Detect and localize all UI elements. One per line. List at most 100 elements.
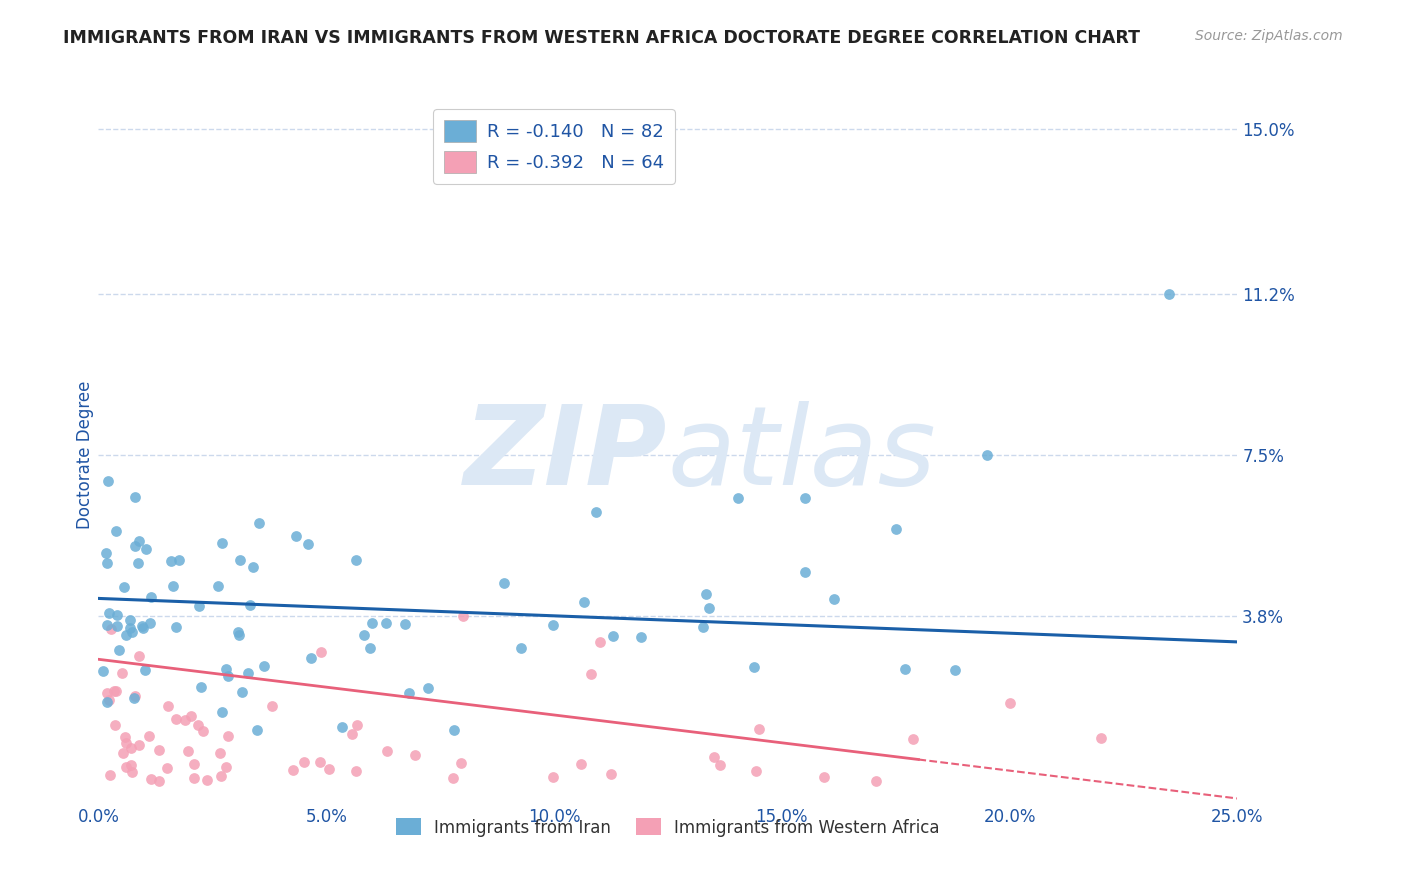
- Point: [238, 665, 260, 680]
- Point: [96, 556, 118, 570]
- Point: [115, 759, 138, 773]
- Point: [135, 542, 157, 557]
- Point: [813, 770, 835, 784]
- Point: [96, 617, 118, 632]
- Point: [124, 691, 146, 706]
- Text: ZIP: ZIP: [464, 401, 668, 508]
- Point: [91, 665, 114, 679]
- Point: [167, 553, 190, 567]
- Point: [209, 746, 232, 760]
- Point: [97, 693, 120, 707]
- Point: [96, 686, 118, 700]
- Point: [543, 770, 565, 784]
- Point: [100, 622, 122, 636]
- Point: [131, 618, 153, 632]
- Point: [318, 762, 340, 776]
- Point: [139, 615, 162, 630]
- Point: [115, 736, 138, 750]
- Point: [211, 535, 233, 549]
- Point: [104, 684, 127, 698]
- Point: [242, 560, 264, 574]
- Point: [124, 689, 146, 703]
- Point: [121, 765, 143, 780]
- Point: [375, 616, 398, 631]
- Point: [600, 767, 623, 781]
- Point: [297, 537, 319, 551]
- Point: [120, 758, 142, 772]
- Point: [492, 575, 515, 590]
- Point: [246, 723, 269, 738]
- Point: [128, 738, 150, 752]
- Point: [207, 579, 229, 593]
- Point: [602, 629, 624, 643]
- Point: [108, 643, 131, 657]
- Point: [217, 669, 239, 683]
- Text: Source: ZipAtlas.com: Source: ZipAtlas.com: [1195, 29, 1343, 44]
- Point: [793, 491, 815, 506]
- Point: [794, 565, 817, 579]
- Point: [579, 666, 602, 681]
- Legend: Immigrants from Iran, Immigrants from Western Africa: Immigrants from Iran, Immigrants from We…: [389, 812, 946, 843]
- Point: [709, 757, 731, 772]
- Point: [165, 712, 187, 726]
- Point: [394, 617, 416, 632]
- Point: [98, 767, 121, 781]
- Point: [943, 663, 966, 677]
- Point: [299, 651, 322, 665]
- Point: [134, 664, 156, 678]
- Point: [894, 662, 917, 676]
- Point: [247, 516, 270, 530]
- Point: [124, 539, 146, 553]
- Point: [330, 720, 353, 734]
- Point: [585, 505, 607, 519]
- Point: [1157, 287, 1180, 301]
- Point: [148, 743, 170, 757]
- Point: [353, 628, 375, 642]
- Point: [901, 732, 924, 747]
- Point: [96, 545, 118, 559]
- Point: [112, 580, 135, 594]
- Point: [104, 718, 127, 732]
- Point: [281, 763, 304, 777]
- Point: [441, 771, 464, 785]
- Point: [361, 616, 384, 631]
- Point: [375, 744, 398, 758]
- Point: [187, 717, 209, 731]
- Point: [104, 524, 127, 539]
- Point: [120, 740, 142, 755]
- Point: [443, 723, 465, 738]
- Point: [742, 660, 765, 674]
- Point: [139, 591, 162, 605]
- Point: [114, 730, 136, 744]
- Point: [174, 713, 197, 727]
- Point: [217, 729, 239, 743]
- Point: [187, 599, 209, 614]
- Point: [823, 592, 845, 607]
- Point: [215, 760, 238, 774]
- Point: [131, 621, 153, 635]
- Point: [239, 598, 262, 612]
- Point: [1090, 731, 1112, 745]
- Point: [177, 744, 200, 758]
- Point: [309, 755, 332, 769]
- Point: [112, 746, 135, 760]
- Point: [228, 627, 250, 641]
- Point: [884, 522, 907, 536]
- Point: [727, 491, 749, 506]
- Point: [692, 620, 714, 634]
- Point: [120, 621, 142, 635]
- Point: [128, 649, 150, 664]
- Point: [105, 619, 128, 633]
- Point: [180, 708, 202, 723]
- Point: [703, 750, 725, 764]
- Point: [183, 772, 205, 786]
- Y-axis label: Doctorate Degree: Doctorate Degree: [76, 381, 94, 529]
- Point: [510, 640, 533, 655]
- Point: [190, 680, 212, 694]
- Point: [209, 769, 232, 783]
- Point: [231, 685, 253, 699]
- Point: [111, 666, 134, 681]
- Point: [474, 144, 496, 158]
- Point: [260, 698, 283, 713]
- Point: [695, 587, 717, 601]
